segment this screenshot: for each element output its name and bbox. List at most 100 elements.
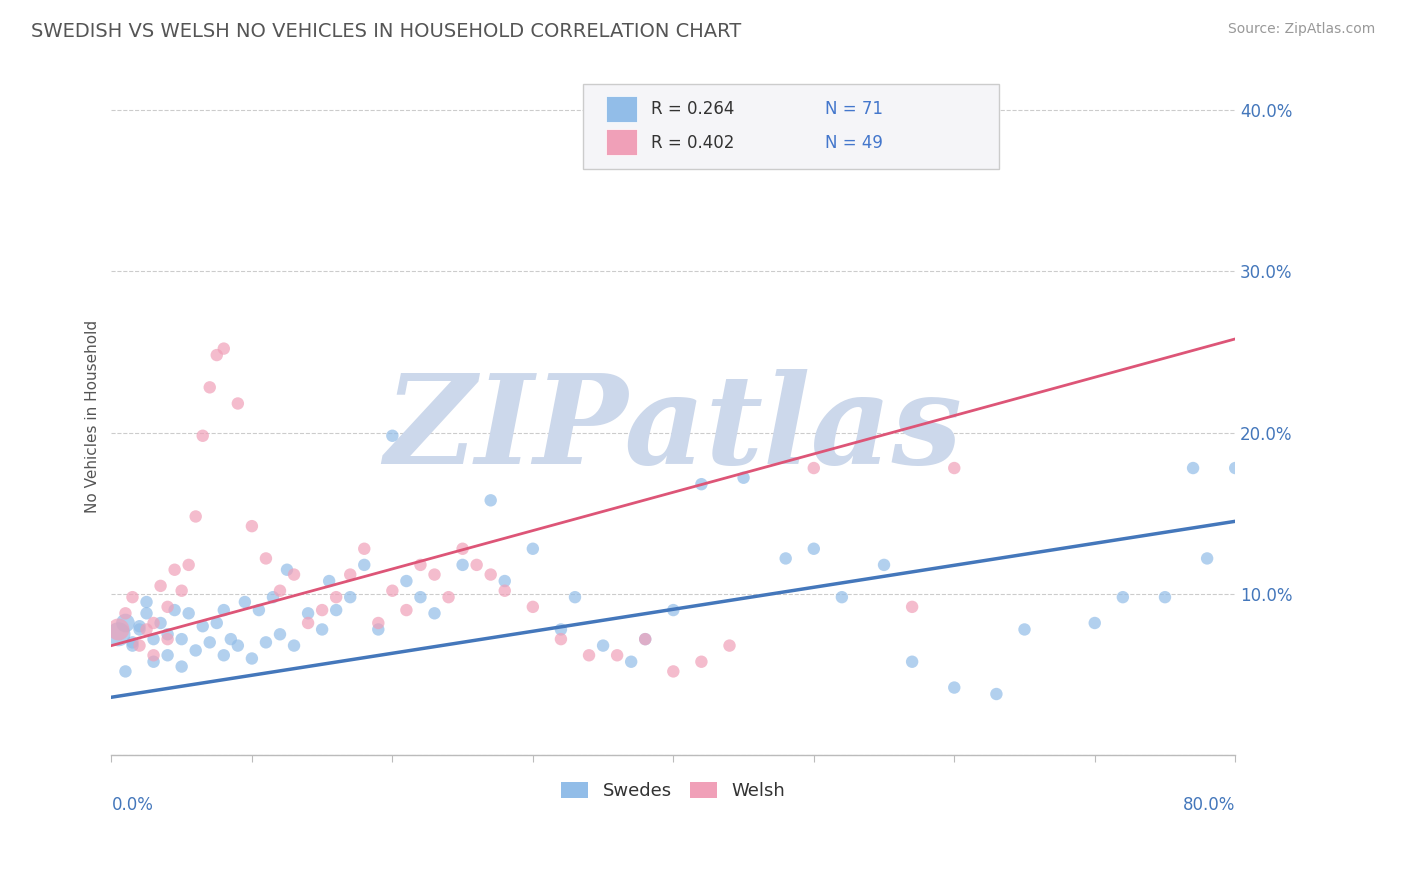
Point — [283, 639, 305, 653]
Point — [662, 603, 685, 617]
Point — [775, 551, 797, 566]
Point — [297, 607, 319, 621]
Point — [803, 461, 825, 475]
Point — [240, 519, 263, 533]
Point — [212, 603, 235, 617]
Point — [1197, 551, 1219, 566]
Point — [269, 627, 291, 641]
Point — [494, 583, 516, 598]
FancyBboxPatch shape — [583, 84, 1000, 169]
Point — [163, 603, 186, 617]
Point — [191, 429, 214, 443]
Point — [550, 632, 572, 647]
Point — [107, 623, 129, 637]
Point — [479, 493, 502, 508]
Point — [803, 541, 825, 556]
Point — [690, 477, 713, 491]
Point — [367, 623, 389, 637]
Text: 80.0%: 80.0% — [1182, 796, 1236, 814]
Point — [233, 595, 256, 609]
Point — [121, 639, 143, 653]
Point — [451, 558, 474, 572]
Point — [353, 558, 375, 572]
Point — [205, 615, 228, 630]
Point — [198, 635, 221, 649]
Text: R = 0.402: R = 0.402 — [651, 134, 734, 152]
Point — [325, 603, 347, 617]
Point — [395, 603, 418, 617]
Point — [219, 632, 242, 647]
Point — [198, 380, 221, 394]
Point — [592, 639, 614, 653]
Point — [149, 579, 172, 593]
Point — [901, 599, 924, 614]
Point — [311, 603, 333, 617]
Point — [311, 623, 333, 637]
Point — [733, 471, 755, 485]
Point — [451, 541, 474, 556]
Point — [1014, 623, 1036, 637]
Point — [339, 590, 361, 604]
Text: 0.0%: 0.0% — [111, 796, 153, 814]
Point — [634, 632, 657, 647]
Point — [107, 627, 129, 641]
Point — [142, 655, 165, 669]
Point — [142, 632, 165, 647]
Point — [269, 583, 291, 598]
Point — [718, 639, 741, 653]
Point — [254, 635, 277, 649]
Text: Source: ZipAtlas.com: Source: ZipAtlas.com — [1227, 22, 1375, 37]
Point — [262, 590, 284, 604]
Point — [142, 615, 165, 630]
Text: SWEDISH VS WELSH NO VEHICLES IN HOUSEHOLD CORRELATION CHART: SWEDISH VS WELSH NO VEHICLES IN HOUSEHOL… — [31, 22, 741, 41]
Text: N = 49: N = 49 — [825, 134, 883, 152]
Point — [831, 590, 853, 604]
Point — [381, 583, 404, 598]
Y-axis label: No Vehicles in Household: No Vehicles in Household — [86, 320, 100, 513]
Point — [423, 607, 446, 621]
Point — [128, 639, 150, 653]
Point — [247, 603, 270, 617]
Point — [564, 590, 586, 604]
Point — [135, 623, 157, 637]
Point — [149, 615, 172, 630]
Point — [177, 558, 200, 572]
Point — [254, 551, 277, 566]
Point — [690, 655, 713, 669]
Point — [662, 665, 685, 679]
Point — [156, 632, 179, 647]
Point — [170, 583, 193, 598]
Point — [156, 648, 179, 663]
Point — [437, 590, 460, 604]
Point — [121, 635, 143, 649]
Point — [901, 655, 924, 669]
Point — [184, 509, 207, 524]
Point — [353, 541, 375, 556]
Point — [1182, 461, 1205, 475]
Point — [578, 648, 600, 663]
Point — [620, 655, 643, 669]
Point — [177, 607, 200, 621]
Point — [381, 429, 404, 443]
Point — [121, 590, 143, 604]
Point — [325, 590, 347, 604]
Bar — [606, 129, 637, 154]
Point — [409, 590, 432, 604]
Point — [283, 567, 305, 582]
Point — [170, 632, 193, 647]
Point — [318, 574, 340, 588]
Point — [1154, 590, 1177, 604]
Point — [226, 396, 249, 410]
Point — [606, 648, 628, 663]
Text: R = 0.264: R = 0.264 — [651, 100, 734, 118]
Point — [465, 558, 488, 572]
Point — [156, 627, 179, 641]
Point — [943, 461, 966, 475]
Point — [114, 615, 136, 630]
Point — [550, 623, 572, 637]
Point — [522, 599, 544, 614]
Point — [156, 599, 179, 614]
Point — [634, 632, 657, 647]
Point — [873, 558, 896, 572]
Point — [395, 574, 418, 588]
